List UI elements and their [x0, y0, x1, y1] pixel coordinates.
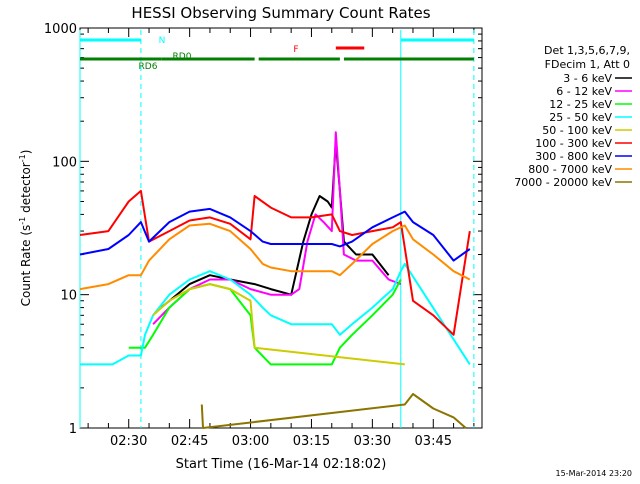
legend-label: 300 - 800 keV: [535, 150, 612, 163]
y-axis-label-part: Count Rate (s: [19, 225, 33, 307]
x-tick-label: 03:30: [354, 434, 391, 449]
series-line: [79, 222, 471, 291]
series-line: [80, 262, 471, 366]
legend-label: 12 - 25 keV: [549, 98, 612, 111]
x-tick-label: 03:15: [293, 434, 330, 449]
y-axis-label-sup: -1: [18, 217, 27, 225]
legend-label: 7000 - 20000 keV: [514, 176, 612, 189]
legend-label: 800 - 7000 keV: [528, 163, 612, 176]
legend: Det 1,3,5,6,7,9, FDecim 1, Att 0 3 - 6 k…: [514, 44, 632, 189]
y-tick-label: 1: [69, 422, 77, 437]
flag-label: RD0: [173, 52, 192, 62]
chart-title: HESSI Observing Summary Count Rates: [131, 4, 430, 22]
plot-area: 1 10 100 1000 02:30 02:45 03:00 03:15 03:30 03:45…: [44, 22, 483, 449]
y-axis-label: Count Rate (s-1 detector-1): [18, 150, 33, 307]
legend-label: 50 - 100 keV: [542, 124, 612, 137]
y-tick-label: 100: [52, 155, 77, 170]
x-tick-label: 02:45: [171, 434, 208, 449]
legend-label: 6 - 12 keV: [556, 85, 612, 98]
y-axis-label-sup: -1: [18, 154, 27, 162]
series-line: [200, 393, 467, 429]
flag-label: N: [159, 36, 166, 46]
legend-label: 25 - 50 keV: [549, 111, 612, 124]
y-tick-label: 10: [60, 289, 77, 304]
series-line: [128, 279, 402, 366]
legend-header-line: FDecim 1, Att 0: [545, 58, 630, 71]
flag-label: RD6: [139, 62, 158, 72]
legend-label: 100 - 300 keV: [535, 137, 612, 150]
series-line: [152, 131, 402, 325]
series-line: [79, 189, 471, 336]
x-tick-label: 03:45: [415, 434, 452, 449]
x-tick-label: 03:00: [232, 434, 269, 449]
y-axis-label-part: detector: [19, 162, 33, 217]
x-tick-label: 02:30: [110, 434, 147, 449]
legend-header-line: Det 1,3,5,6,7,9,: [544, 44, 630, 57]
flag-label: F: [293, 45, 298, 55]
legend-label: 3 - 6 keV: [563, 72, 612, 85]
series-line: [79, 207, 471, 262]
y-tick-label: 1000: [44, 22, 77, 37]
y-axis-label-part: ): [19, 150, 33, 155]
series-line: [152, 283, 405, 366]
x-axis-label: Start Time (16-Mar-14 02:18:02): [176, 457, 387, 472]
footer-timestamp: 15-Mar-2014 23:20: [556, 469, 633, 478]
